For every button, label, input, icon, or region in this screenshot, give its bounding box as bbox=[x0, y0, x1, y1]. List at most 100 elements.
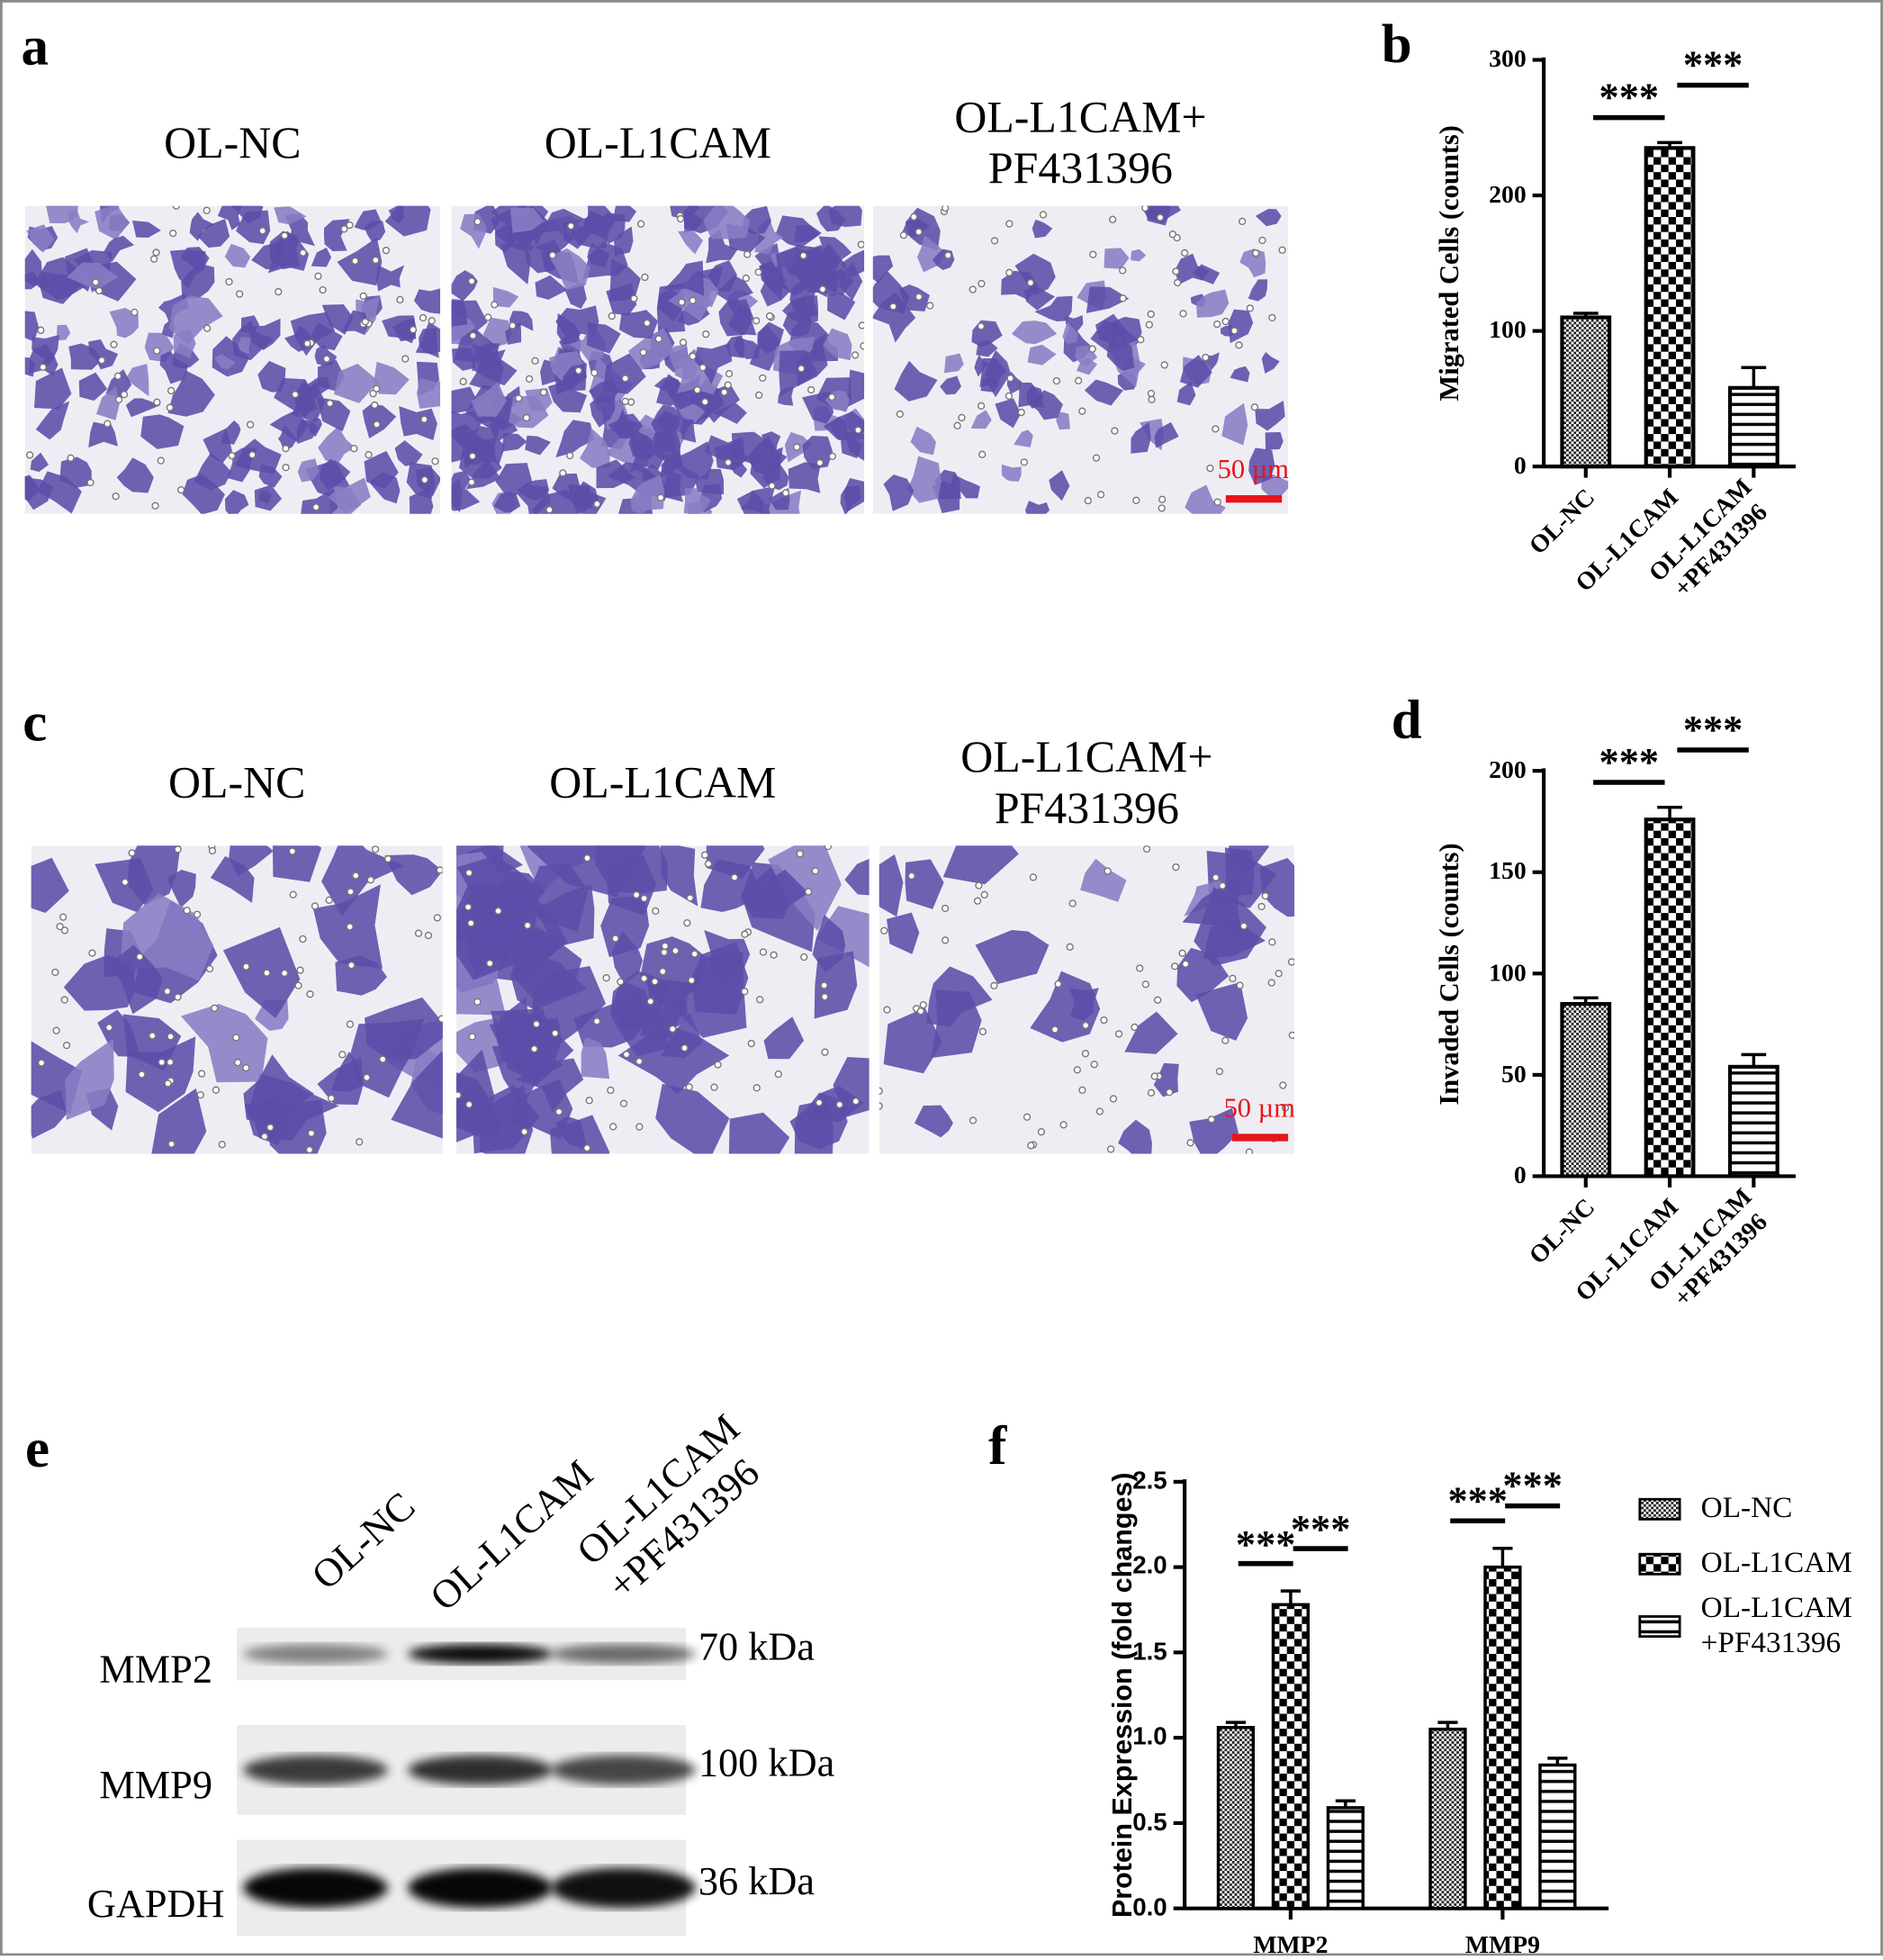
pore bbox=[621, 397, 629, 406]
cell bbox=[1026, 385, 1044, 409]
pore bbox=[1258, 236, 1266, 245]
cell bbox=[843, 478, 865, 512]
cell bbox=[159, 350, 189, 384]
cell bbox=[374, 361, 410, 395]
cell bbox=[728, 1112, 790, 1154]
pore bbox=[299, 248, 307, 257]
cell bbox=[24, 248, 49, 286]
cell bbox=[1230, 366, 1250, 383]
pore bbox=[1158, 495, 1167, 503]
error-bar bbox=[1572, 312, 1599, 318]
pore bbox=[820, 981, 828, 989]
cell bbox=[238, 337, 251, 355]
pore bbox=[574, 366, 582, 375]
pore bbox=[607, 1086, 615, 1095]
cell bbox=[753, 869, 809, 910]
cell bbox=[369, 472, 401, 504]
cell bbox=[1239, 248, 1266, 278]
pore bbox=[151, 501, 159, 510]
cell bbox=[788, 462, 821, 493]
pore bbox=[420, 415, 428, 423]
cell bbox=[812, 914, 846, 973]
pore bbox=[1141, 980, 1150, 989]
cell bbox=[151, 1088, 207, 1154]
pore bbox=[169, 229, 177, 238]
cell bbox=[314, 344, 338, 366]
cell bbox=[311, 247, 332, 267]
cell bbox=[356, 295, 381, 334]
legend-label: OL-L1CAM bbox=[1700, 1547, 1852, 1580]
pore bbox=[531, 357, 539, 365]
pore bbox=[1250, 403, 1259, 411]
cell bbox=[384, 854, 443, 896]
cell bbox=[173, 328, 196, 358]
row-label: MMP2 bbox=[99, 1646, 213, 1692]
cell bbox=[763, 1016, 805, 1060]
pore bbox=[592, 1017, 601, 1025]
pore bbox=[346, 923, 354, 931]
pore bbox=[420, 475, 428, 484]
pore bbox=[56, 922, 64, 931]
pore bbox=[678, 298, 686, 306]
y-tick-label: 1.5 bbox=[1132, 1638, 1167, 1666]
pore bbox=[212, 1086, 221, 1094]
pore bbox=[1230, 327, 1239, 335]
pore bbox=[724, 381, 732, 389]
pore bbox=[704, 860, 713, 868]
pore bbox=[319, 285, 327, 294]
condition-label: OL-L1CAM+ PF431396 bbox=[954, 91, 1207, 194]
error-bar bbox=[1492, 1547, 1513, 1567]
pore bbox=[1246, 304, 1255, 312]
pore bbox=[714, 1061, 722, 1069]
pore bbox=[494, 907, 502, 915]
pore bbox=[698, 364, 707, 372]
cell bbox=[95, 385, 120, 420]
error-bar bbox=[1741, 366, 1767, 388]
error-bar bbox=[1657, 140, 1682, 149]
pore bbox=[693, 385, 701, 394]
cell bbox=[1001, 464, 1022, 482]
pore bbox=[883, 1006, 891, 1014]
cell bbox=[1024, 501, 1050, 514]
pore bbox=[752, 1084, 761, 1092]
pore bbox=[1150, 1072, 1158, 1080]
cell bbox=[761, 431, 781, 455]
pore bbox=[465, 1100, 473, 1108]
pore bbox=[701, 398, 709, 406]
pore bbox=[977, 402, 986, 410]
cell bbox=[1032, 219, 1053, 239]
cell bbox=[391, 1051, 443, 1139]
pore bbox=[379, 1055, 387, 1063]
cell bbox=[109, 308, 140, 339]
cell bbox=[1124, 1011, 1178, 1054]
cell bbox=[678, 230, 704, 255]
pore bbox=[157, 456, 165, 465]
cell bbox=[883, 1007, 942, 1074]
pore bbox=[232, 1034, 240, 1042]
pore bbox=[1206, 464, 1214, 473]
pore bbox=[522, 413, 531, 422]
cell bbox=[907, 456, 942, 503]
cell bbox=[1179, 355, 1212, 388]
pore bbox=[1174, 278, 1182, 287]
pore bbox=[361, 318, 370, 326]
cell bbox=[525, 435, 551, 456]
cell bbox=[334, 363, 379, 403]
pore bbox=[583, 1143, 591, 1152]
pore bbox=[299, 935, 307, 944]
pore bbox=[62, 1041, 71, 1050]
cell bbox=[493, 492, 521, 513]
pore bbox=[515, 394, 523, 402]
cell bbox=[975, 929, 1050, 984]
pore bbox=[919, 1000, 927, 1009]
pore bbox=[797, 365, 806, 373]
scale-bar-label: 50 µm bbox=[1223, 1091, 1295, 1124]
cell bbox=[608, 409, 635, 437]
pore bbox=[1078, 1086, 1086, 1094]
cell bbox=[197, 218, 230, 248]
pore bbox=[608, 312, 616, 321]
pore bbox=[1147, 1088, 1156, 1097]
pore bbox=[643, 319, 652, 327]
cell bbox=[1131, 421, 1151, 454]
micrograph bbox=[31, 845, 443, 1154]
